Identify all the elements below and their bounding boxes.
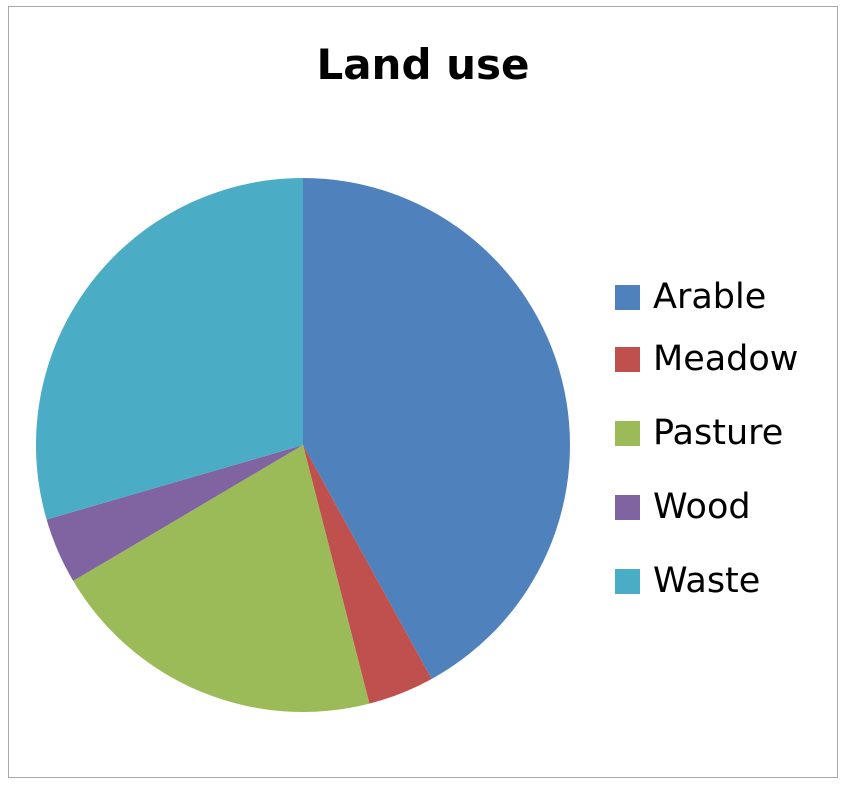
legend-item-meadow: Meadow xyxy=(615,322,845,396)
pie-slice-meadow xyxy=(303,445,432,704)
chart-title: Land use xyxy=(316,40,530,89)
pie-slice-waste xyxy=(35,178,303,520)
legend-swatch xyxy=(615,568,640,594)
legend-label: Waste xyxy=(653,561,761,601)
legend-item-pasture: Pasture xyxy=(615,396,845,470)
legend-label: Pasture xyxy=(653,413,784,453)
chart-legend: Arable Meadow Pasture Wood Waste xyxy=(615,272,845,618)
legend-label: Arable xyxy=(653,277,767,317)
pie-slice-pasture xyxy=(73,445,370,712)
pie-slice-arable xyxy=(303,178,570,679)
legend-item-arable: Arable xyxy=(615,272,845,322)
legend-swatch xyxy=(615,346,640,372)
legend-label: Meadow xyxy=(653,339,799,379)
pie-slice-wood xyxy=(46,445,303,581)
legend-label: Wood xyxy=(653,487,751,527)
legend-swatch xyxy=(615,284,640,310)
legend-swatch xyxy=(615,420,640,446)
legend-swatch xyxy=(615,494,640,520)
legend-item-wood: Wood xyxy=(615,470,845,544)
legend-item-waste: Waste xyxy=(615,544,845,618)
